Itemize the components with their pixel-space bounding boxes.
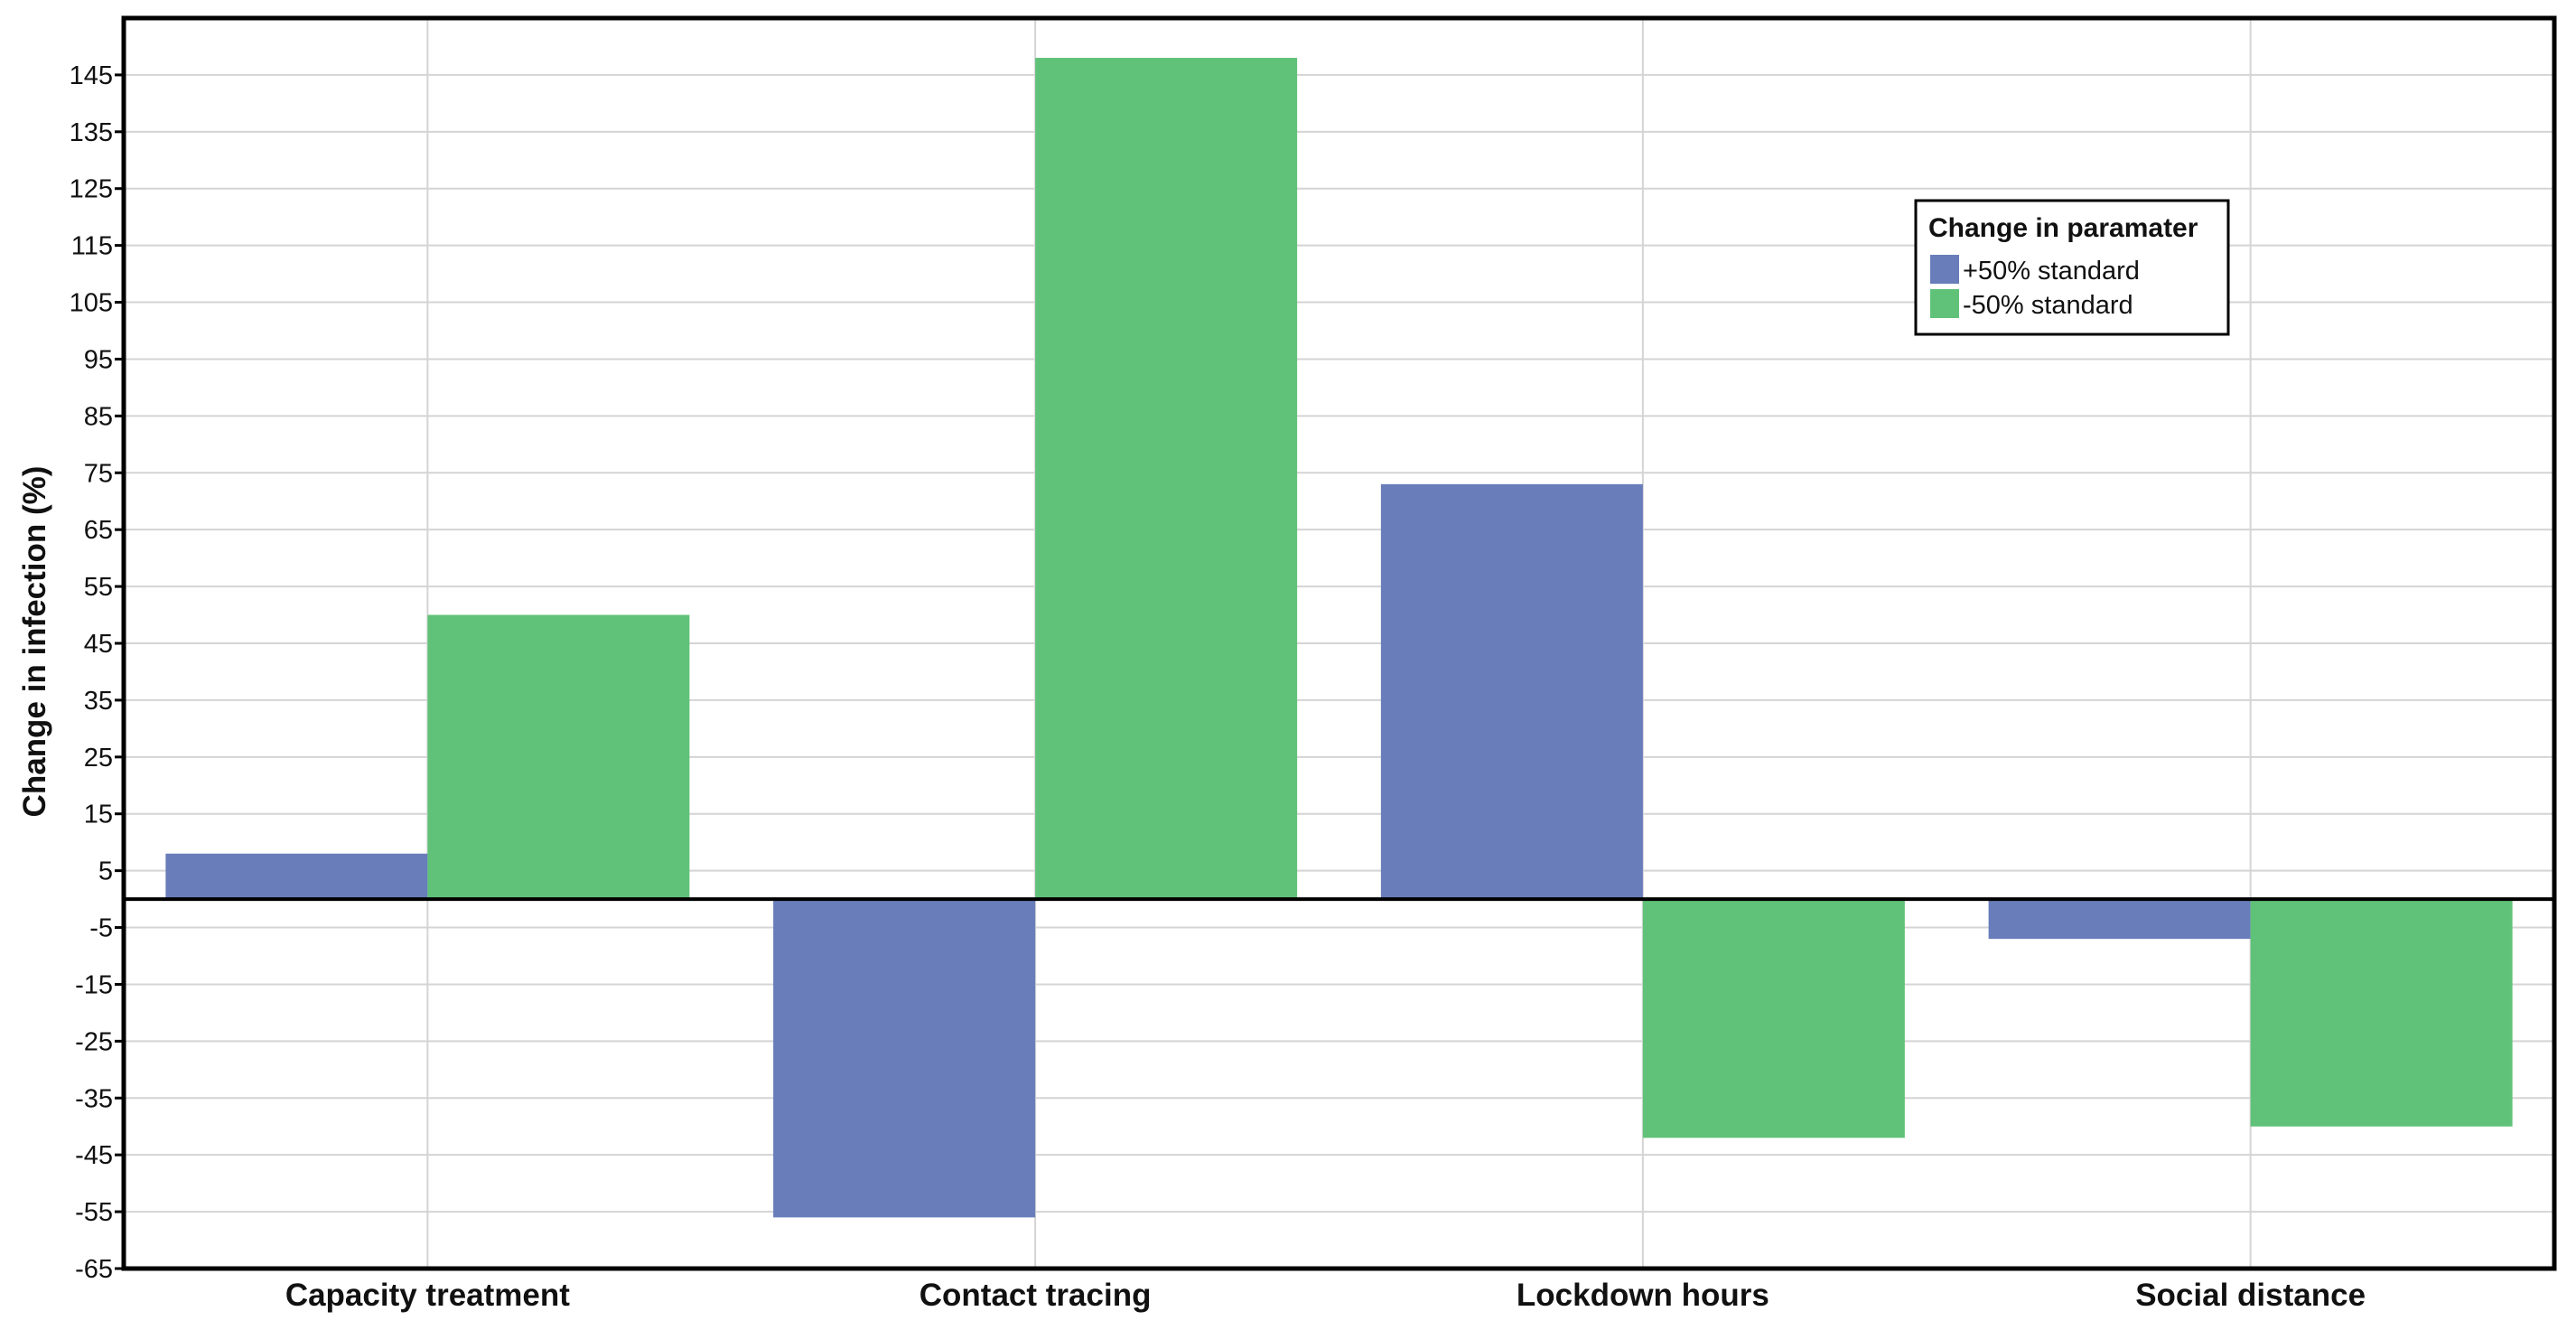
y-tick-label: 5	[98, 857, 113, 886]
legend-swatch	[1930, 255, 1959, 284]
y-tick-label: 65	[84, 516, 113, 545]
y-tick-label: -15	[75, 970, 113, 999]
x-category-label: Social distance	[2135, 1278, 2366, 1313]
bars	[165, 58, 2513, 1218]
y-tick-label: 135	[70, 118, 113, 147]
legend-entry-label: +50% standard	[1963, 257, 2140, 286]
y-tick-label: 145	[70, 61, 113, 90]
y-tick-label: -45	[75, 1141, 113, 1170]
legend-entry-label: -50% standard	[1963, 291, 2133, 320]
x-category-label: Capacity treatment	[285, 1278, 570, 1313]
y-tick-label: -35	[75, 1084, 113, 1113]
legend: Change in paramater +50% standard -50% st…	[1914, 199, 2230, 336]
y-tick-label: 95	[84, 345, 113, 374]
y-tick-label: 45	[84, 630, 113, 659]
x-axis-categories: Capacity treatment Contact tracing Lockdow…	[285, 1278, 2366, 1313]
y-tick-label: -55	[75, 1198, 113, 1227]
y-tick-label: 25	[84, 744, 113, 773]
bar-minus50-1	[1035, 58, 1298, 900]
bar-minus50-3	[2250, 899, 2513, 1127]
y-tick-label: 75	[84, 459, 113, 488]
y-tick-label: 105	[70, 289, 113, 318]
y-tick-label: 115	[71, 232, 113, 261]
x-category-label: Contact tracing	[919, 1278, 1152, 1313]
y-tick-label: -5	[89, 914, 113, 943]
bar-plus50-1	[773, 899, 1036, 1218]
y-axis-ticks: 145 135 125 115 105 95 85 75 65 55 45 35 25 15 5 -5 -15 -…	[70, 61, 124, 1284]
bar-plus50-3	[1988, 899, 2251, 940]
y-tick-label: 35	[84, 687, 113, 716]
y-tick-label: -65	[75, 1255, 113, 1284]
x-category-label: Lockdown hours	[1517, 1278, 1769, 1313]
legend-box	[1914, 199, 2230, 336]
bar-plus50-2	[1380, 483, 1643, 900]
bar-plus50-0	[165, 853, 428, 900]
legend-swatch	[1930, 289, 1959, 318]
y-tick-label: 85	[84, 402, 113, 431]
y-tick-label: 15	[84, 801, 113, 829]
legend-title: Change in paramater	[1928, 213, 2198, 243]
y-tick-label: 125	[70, 175, 113, 204]
y-axis-title: Change in infection (%)	[17, 466, 52, 818]
bar-minus50-0	[427, 614, 690, 900]
y-tick-label: -25	[75, 1027, 113, 1056]
y-tick-label: 55	[84, 573, 113, 602]
bar-minus50-2	[1642, 899, 1905, 1138]
